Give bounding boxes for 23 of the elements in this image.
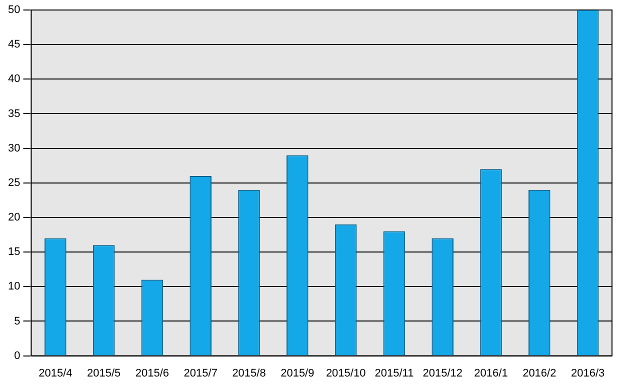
y-tick-label: 0 <box>14 350 20 362</box>
y-tick-label: 20 <box>8 212 20 224</box>
y-tick-label: 50 <box>8 4 20 16</box>
x-tick-label: 2016/2 <box>522 367 556 380</box>
x-tick-label: 2015/12 <box>422 367 462 380</box>
y-tick-label: 45 <box>8 38 20 51</box>
y-tick-label: 30 <box>8 142 20 154</box>
y-tick-label: 10 <box>8 280 20 293</box>
x-tick-label: 2015/4 <box>38 367 72 380</box>
x-tick-label: 2015/5 <box>87 367 121 380</box>
x-tick-label: 2015/6 <box>135 367 170 380</box>
x-tick-label: 2015/11 <box>374 367 414 380</box>
x-tick-label: 2015/9 <box>280 367 314 380</box>
y-tick-label: 25 <box>8 176 20 189</box>
x-tick-label: 2016/3 <box>570 367 605 380</box>
y-tick-label: 40 <box>8 73 20 86</box>
y-tick-label: 5 <box>14 315 20 328</box>
x-tick-label: 2015/10 <box>326 367 366 380</box>
y-tick-label: 15 <box>8 246 20 258</box>
x-tick-label: 2016/1 <box>474 367 508 380</box>
y-tick-label: 35 <box>8 108 20 120</box>
x-tick-label: 2015/7 <box>184 367 218 380</box>
x-tick-label: 2015/8 <box>232 367 266 380</box>
